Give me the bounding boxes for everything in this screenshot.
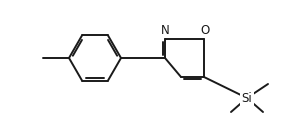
- Text: N: N: [161, 24, 169, 37]
- Text: O: O: [200, 24, 210, 37]
- Text: Si: Si: [241, 91, 252, 105]
